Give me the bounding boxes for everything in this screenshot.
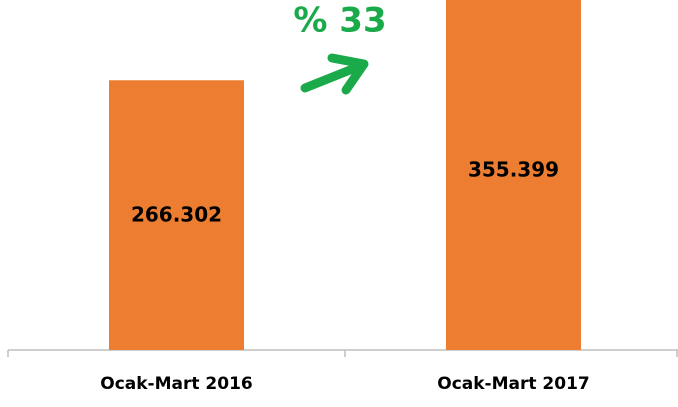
growth-arrow <box>300 53 369 95</box>
value-label: 266.302 <box>131 203 222 227</box>
growth-annotation: % 33 <box>293 1 386 41</box>
x-tick-label: Ocak-Mart 2016 <box>100 374 253 394</box>
bar <box>446 0 581 350</box>
bar <box>109 80 244 350</box>
value-label: 355.399 <box>468 158 559 182</box>
x-tick-label: Ocak-Mart 2017 <box>437 374 590 394</box>
